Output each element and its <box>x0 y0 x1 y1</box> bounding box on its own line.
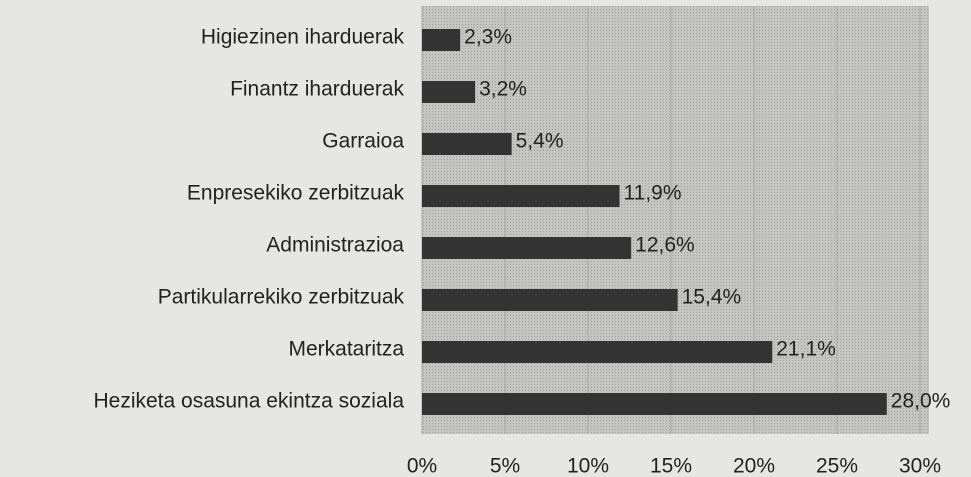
bar <box>422 133 512 155</box>
value-label: 11,9% <box>624 182 682 205</box>
bar <box>422 185 620 207</box>
bar <box>422 29 461 51</box>
bar <box>422 289 678 311</box>
bar <box>422 81 476 103</box>
bar <box>422 393 887 415</box>
x-tick-label: 5% <box>490 455 520 477</box>
y-tick-label: Higiezinen iharduerak <box>201 26 405 49</box>
value-label: 5,4% <box>516 130 564 153</box>
value-label: 21,1% <box>776 338 836 361</box>
bar <box>422 341 773 363</box>
y-tick-label: Administrazioa <box>266 234 404 257</box>
x-tick-label: 0% <box>407 455 437 477</box>
x-tick-label: 30% <box>899 455 941 477</box>
x-tick-label: 15% <box>650 455 692 477</box>
value-label: 2,3% <box>464 26 512 49</box>
value-label: 3,2% <box>479 78 527 101</box>
y-tick-label: Partikularrekiko zerbitzuak <box>158 286 405 309</box>
y-tick-label: Enpresekiko zerbitzuak <box>187 182 405 205</box>
value-label: 12,6% <box>635 234 695 257</box>
x-tick-label: 25% <box>816 455 858 477</box>
x-tick-label: 10% <box>567 455 609 477</box>
y-tick-label: Heziketa osasuna ekintza soziala <box>93 390 404 413</box>
y-tick-label: Garraioa <box>322 130 404 153</box>
x-tick-label: 20% <box>733 455 775 477</box>
value-label: 15,4% <box>682 286 742 309</box>
bar <box>422 237 632 259</box>
y-tick-label: Merkataritza <box>288 338 404 361</box>
plot-area <box>422 6 929 434</box>
y-tick-label: Finantz iharduerak <box>230 78 404 101</box>
value-label: 28,0% <box>891 390 951 413</box>
